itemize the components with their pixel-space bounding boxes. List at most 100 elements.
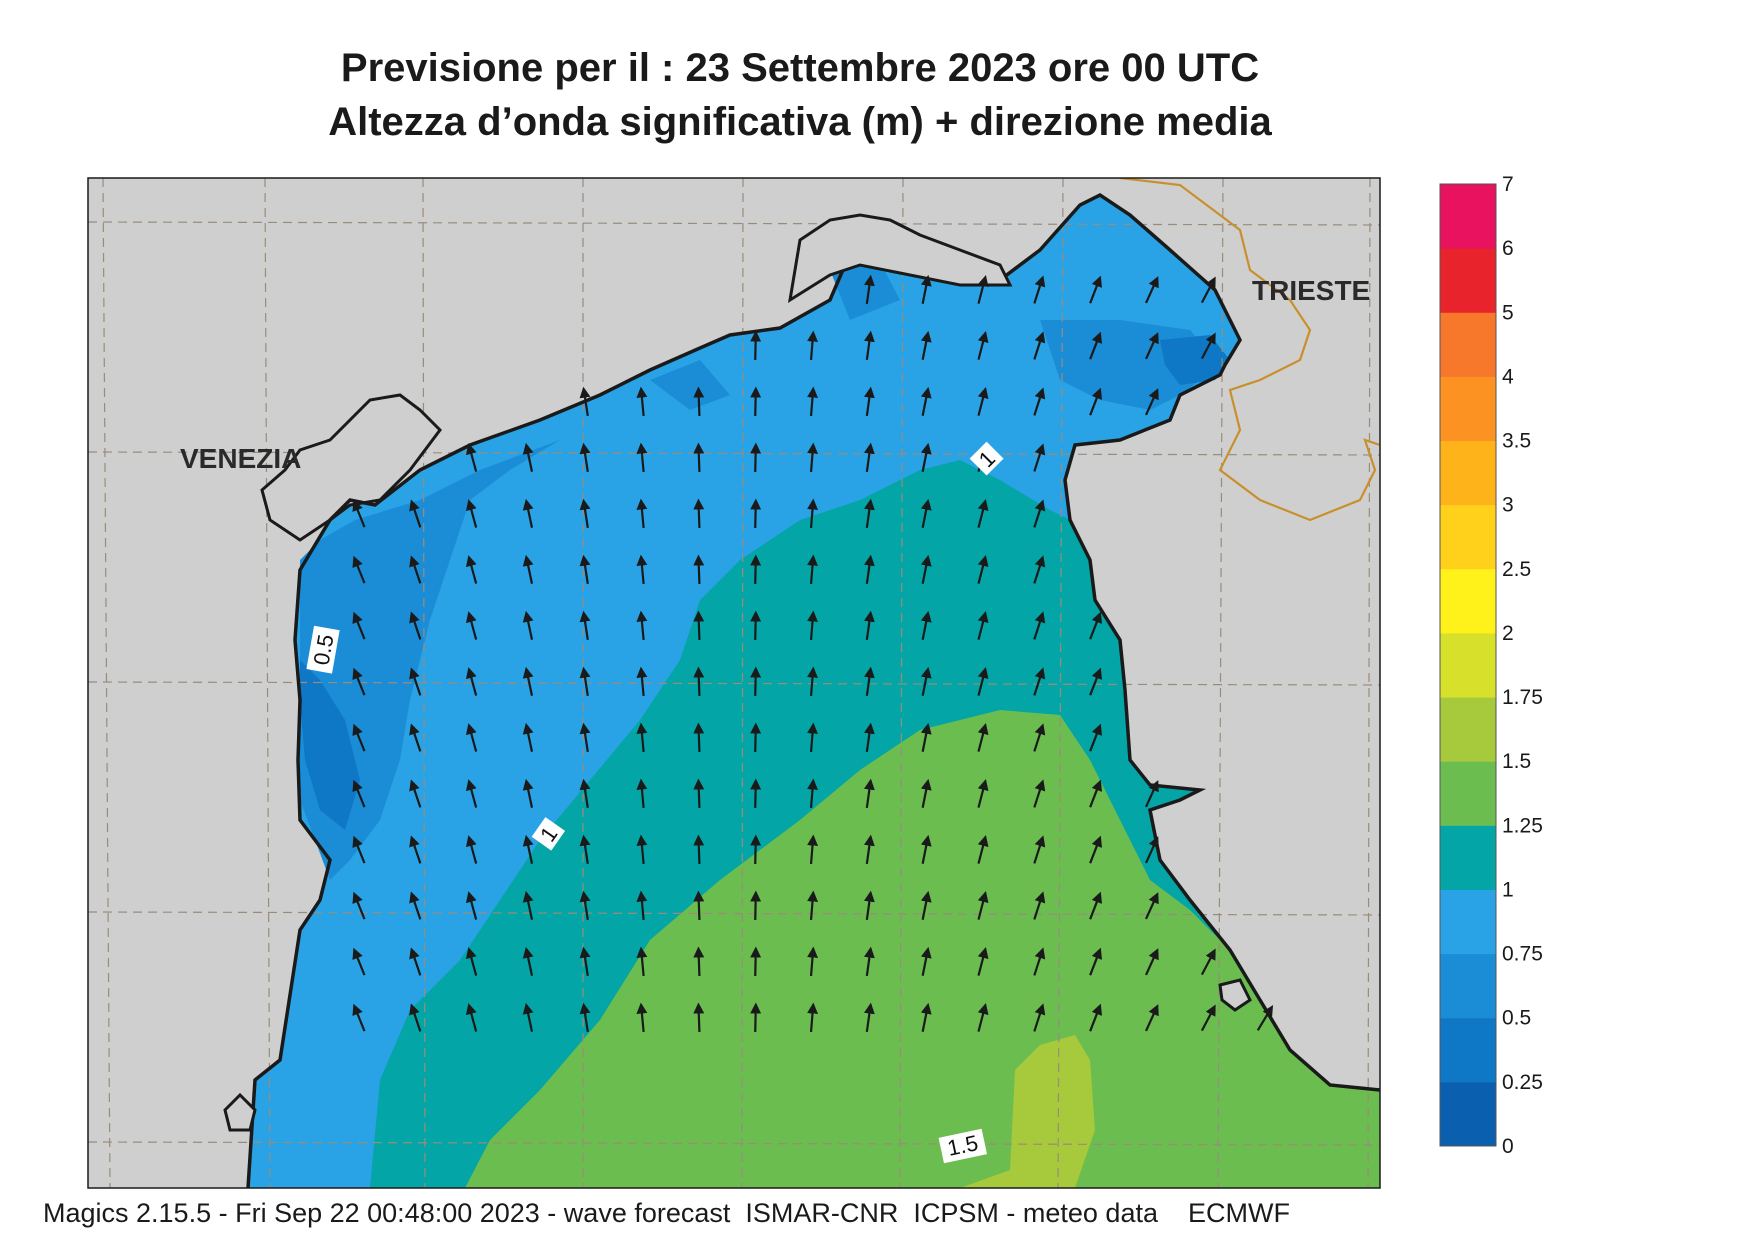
wave-direction-arrow: [1256, 1005, 1274, 1031]
wave-direction-arrow: [693, 386, 705, 417]
wave-direction-arrow: [465, 779, 478, 808]
contour-label-1.5: 1.5: [938, 1128, 988, 1164]
wave-direction-arrow: [1089, 387, 1102, 416]
wave-direction-arrow: [465, 891, 478, 920]
wave-direction-arrow: [920, 666, 932, 696]
wave-direction-arrow: [352, 723, 366, 752]
coastline: [246, 192, 1380, 1188]
wave-direction-arrow: [1200, 948, 1216, 976]
wave-direction-arrow: [807, 722, 819, 753]
wave-direction-arrow: [409, 555, 422, 584]
wave-direction-arrow: [636, 1002, 648, 1033]
wave-direction-arrow: [522, 666, 534, 696]
wave-direction-arrow: [352, 947, 366, 976]
wave-direction-arrow: [579, 386, 591, 417]
wave-direction-arrow: [920, 946, 932, 976]
wave-direction-arrow: [750, 610, 762, 641]
wave-direction-arrow: [977, 611, 989, 640]
wave-direction-arrows: [352, 274, 1274, 1033]
wave-direction-arrow: [522, 722, 534, 752]
wave-direction-arrow: [920, 330, 932, 360]
wave-direction-arrow: [465, 611, 478, 640]
legend-level-label: 3.5: [1502, 430, 1531, 453]
wave-direction-arrow: [977, 555, 989, 584]
wave-direction-arrow: [750, 1002, 762, 1033]
wave-direction-arrow: [1089, 331, 1102, 360]
legend-level-label: 1: [1502, 878, 1514, 901]
wave-direction-arrow: [579, 666, 591, 697]
wave-direction-arrow: [863, 274, 875, 305]
wave-direction-arrow: [920, 498, 932, 528]
wave-direction-arrow: [863, 666, 875, 697]
wave-direction-arrow: [807, 554, 819, 585]
wave-direction-arrow: [750, 386, 762, 417]
wave-direction-arrow: [1089, 835, 1102, 864]
legend-level-label: 0.5: [1502, 1007, 1531, 1030]
legend-level-label: 0.75: [1502, 943, 1543, 966]
wave-direction-arrow: [750, 442, 762, 473]
city-label-venezia: VENEZIA: [180, 443, 301, 474]
wave-direction-arrow: [1089, 891, 1102, 920]
city-label-trieste: TRIESTE: [1252, 275, 1370, 306]
wave-direction-arrow: [579, 890, 591, 921]
wave-direction-arrow: [636, 834, 648, 865]
wave-direction-arrow: [750, 554, 762, 585]
legend-level-label: 0.25: [1502, 1071, 1543, 1094]
wave-direction-arrow: [1145, 948, 1159, 976]
wave-direction-arrow: [1089, 667, 1102, 696]
legend-level-label: 3: [1502, 494, 1514, 517]
wave-direction-arrow: [1033, 947, 1046, 976]
wave-direction-arrow: [636, 890, 648, 921]
wave-direction-arrow: [579, 778, 591, 809]
wave-direction-arrow: [920, 890, 932, 920]
wave-direction-arrow: [465, 499, 478, 528]
legend-level-label: 1.25: [1502, 814, 1543, 837]
wave-direction-arrow: [636, 554, 648, 585]
wave-direction-arrow: [522, 498, 534, 528]
wave-direction-arrow: [1089, 779, 1102, 808]
wave-direction-arrow: [352, 1003, 366, 1032]
wave-direction-arrow: [522, 946, 534, 976]
legend-swatch: [1440, 632, 1496, 698]
wave-direction-arrow: [693, 442, 705, 473]
wave-direction-arrow: [522, 778, 534, 808]
wave-direction-arrow: [579, 946, 591, 977]
legend-level-label: 4: [1502, 365, 1514, 388]
wave-direction-arrow: [863, 834, 875, 865]
wave-direction-arrow: [977, 947, 989, 976]
wave-direction-arrow: [1089, 275, 1102, 304]
legend-swatch: [1440, 504, 1496, 570]
wave-direction-arrow: [636, 722, 648, 753]
wave-direction-arrow: [693, 666, 705, 697]
island-istria: [1218, 978, 1252, 1012]
legend-frame: [1439, 183, 1497, 1147]
wave-direction-arrow: [409, 779, 422, 808]
legend-level-label: 7: [1502, 173, 1514, 196]
legend-level-label: 5: [1502, 301, 1514, 324]
legend-swatch: [1440, 440, 1496, 506]
contour-label-text: 0.5: [309, 633, 339, 667]
wave-direction-arrow: [977, 835, 989, 864]
wave-direction-arrow: [920, 386, 932, 416]
color-legend: 0 0.25 0.5 0.75 1 1.25 1.5 1.75 2 2.5 3 3.5 4 5 6 7: [1439, 173, 1543, 1158]
wave-direction-arrow: [807, 1002, 819, 1033]
map-frame: [87, 177, 1381, 1189]
wave-direction-arrow: [807, 330, 819, 361]
wave-direction-arrow: [1200, 332, 1216, 360]
wave-direction-arrow: [465, 835, 478, 864]
legend-swatch: [1440, 376, 1496, 442]
wave-direction-arrow: [1145, 332, 1159, 360]
wave-direction-arrow: [750, 834, 762, 865]
shallow-zone-north: [650, 262, 900, 410]
wave-direction-arrow: [465, 555, 478, 584]
wave-direction-arrow: [352, 667, 366, 696]
wave-direction-arrow: [807, 442, 819, 473]
wave-direction-arrow: [1033, 1003, 1046, 1032]
wave-direction-arrow: [579, 722, 591, 753]
wave-direction-arrow: [409, 499, 422, 528]
wave-direction-arrow: [522, 442, 534, 472]
legend-level-label: 1.5: [1502, 750, 1531, 773]
wave-direction-arrow: [977, 275, 989, 304]
wave-direction-arrow: [977, 723, 989, 752]
wave-direction-arrow: [977, 667, 989, 696]
